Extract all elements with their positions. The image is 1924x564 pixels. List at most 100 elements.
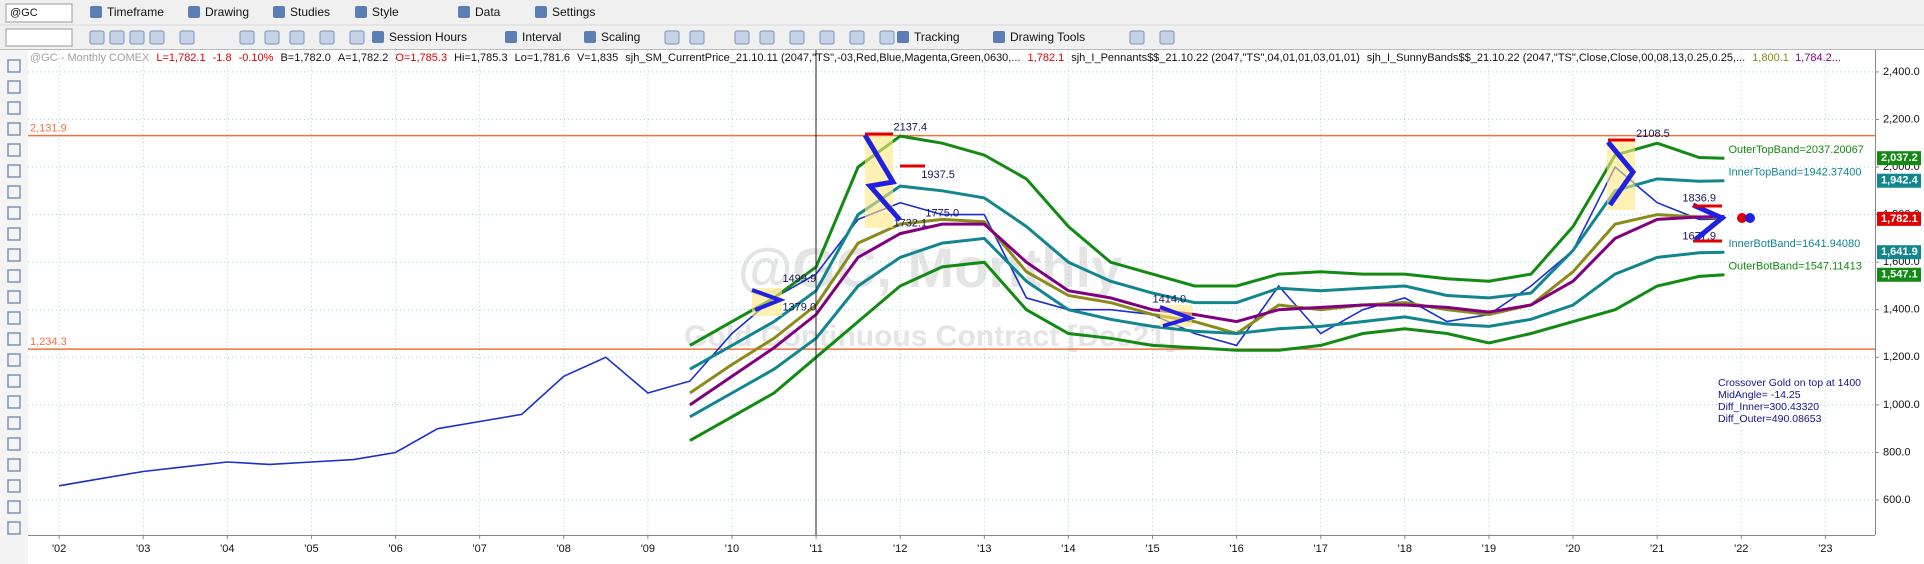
- series-line: [58, 165, 1725, 487]
- toolbar-button[interactable]: Tracking: [914, 30, 960, 44]
- status-item: O=1,785.3: [395, 52, 447, 64]
- price-flag-label: 1,547.1: [1881, 269, 1918, 281]
- status-item: sjh_I_Pennants$$_21.10.22 (2047,"TS",04,…: [1071, 52, 1360, 64]
- toolbar-icon: [355, 6, 367, 18]
- tool-icon[interactable]: [7, 290, 21, 304]
- note: Crossover Gold on top at 1400: [1718, 377, 1861, 389]
- input-box[interactable]: [5, 28, 73, 47]
- toolbar-icon[interactable]: [664, 30, 680, 45]
- status-item: -1.8: [213, 52, 232, 64]
- price-flag-label: 1,641.9: [1881, 246, 1918, 258]
- tool-icon[interactable]: [7, 374, 21, 388]
- tool-icon[interactable]: [7, 227, 21, 241]
- annotation: 1775.0: [925, 207, 959, 219]
- toolbar-icon[interactable]: [819, 30, 835, 45]
- band-label: InnerTopBand=1942.37400: [1728, 167, 1861, 179]
- toolbar-icon[interactable]: [109, 30, 125, 45]
- tool-icon[interactable]: [7, 353, 21, 367]
- tool-icon[interactable]: [7, 269, 21, 283]
- symbol[interactable]: @GC: [10, 7, 38, 19]
- note: Diff_Outer=490.08653: [1718, 413, 1822, 425]
- tool-icon[interactable]: [7, 80, 21, 94]
- x-tick-label: '11: [809, 543, 823, 555]
- pennant-zigzag: [1606, 140, 1637, 207]
- toolbar-icon[interactable]: [759, 30, 775, 45]
- annotation: 1937.5: [921, 169, 955, 181]
- tool-icon[interactable]: [7, 437, 21, 451]
- toolbar-icon: [535, 6, 547, 18]
- toolbar-icon[interactable]: [879, 30, 895, 45]
- price-flag: [1877, 211, 1921, 226]
- tool-icon[interactable]: [7, 479, 21, 493]
- tool-icon[interactable]: [7, 458, 21, 472]
- menu-button[interactable]: Data: [475, 5, 501, 19]
- status-item: Lo=1,781.6: [515, 52, 570, 64]
- tool-icon[interactable]: [7, 164, 21, 178]
- toolbar-icon[interactable]: [179, 30, 195, 45]
- toolbar-icon[interactable]: [849, 30, 865, 45]
- toolbar-icon: [458, 6, 470, 18]
- x-tick-label: '16: [1229, 543, 1243, 555]
- toolbar-button[interactable]: Session Hours: [389, 30, 467, 44]
- tool-icon[interactable]: [7, 500, 21, 514]
- toolbar-icon[interactable]: [734, 30, 750, 45]
- x-tick-label: '18: [1398, 543, 1412, 555]
- annotation: 1379.0: [782, 302, 816, 314]
- x-tick-label: '08: [557, 543, 571, 555]
- toolbar-icon[interactable]: [289, 30, 305, 45]
- toolbar-button[interactable]: Interval: [522, 30, 561, 44]
- toolbar-icon[interactable]: [1129, 30, 1145, 45]
- status-line: @GC - Monthly COMEX L=1,782.1 -1.8 -0.10% B=…: [30, 52, 1841, 64]
- pennant-zigzag: [862, 133, 902, 222]
- tool-icon[interactable]: [7, 59, 21, 73]
- tool-icon[interactable]: [7, 311, 21, 325]
- tool-icon[interactable]: [7, 395, 21, 409]
- x-tick-label: '05: [304, 543, 318, 555]
- toolbar-icon: [372, 31, 384, 43]
- tool-icon[interactable]: [7, 101, 21, 115]
- pennant-shapes: [751, 132, 1755, 328]
- x-tick-label: '04: [220, 543, 234, 555]
- tool-icon[interactable]: [7, 122, 21, 136]
- status-item: -0.10%: [239, 52, 274, 64]
- band-label: OuterBotBand=1547.11413: [1728, 261, 1861, 273]
- toolbar-icon[interactable]: [129, 30, 145, 45]
- toolbar-icon[interactable]: [689, 30, 705, 45]
- toolbar-button[interactable]: Scaling: [601, 30, 640, 44]
- menu-button[interactable]: Drawing: [205, 5, 249, 19]
- series-line: [689, 213, 1725, 395]
- toolbar-icon[interactable]: [89, 30, 105, 45]
- symbol-box[interactable]: [5, 3, 73, 23]
- toolbar-icon[interactable]: [149, 30, 165, 45]
- menu-button[interactable]: Style: [372, 5, 399, 19]
- y-tick-label: 600.0: [1883, 494, 1911, 506]
- toolbar-icon: [897, 31, 909, 43]
- tool-icon[interactable]: [7, 185, 21, 199]
- toolbar-icon: [505, 31, 517, 43]
- tool-icon[interactable]: [7, 521, 21, 535]
- toolbar-button[interactable]: Drawing Tools: [1010, 30, 1085, 44]
- menu-button[interactable]: Settings: [552, 5, 595, 19]
- annotation: 1499.9: [782, 273, 816, 285]
- pennant-zigzag: [751, 288, 786, 312]
- menu-button[interactable]: Timeframe: [107, 5, 164, 19]
- tool-icon[interactable]: [7, 416, 21, 430]
- toolbar-icon[interactable]: [264, 30, 280, 45]
- series-line: [689, 236, 1725, 419]
- tool-icon[interactable]: [7, 206, 21, 220]
- status-item: @GC - Monthly COMEX: [30, 52, 150, 64]
- toolbar-icon[interactable]: [349, 30, 365, 45]
- status-item: 1,784.2...: [1795, 52, 1841, 64]
- note: MidAngle= -14.25: [1718, 389, 1801, 401]
- toolbar-icon[interactable]: [1159, 30, 1175, 45]
- left-toolbar: [0, 50, 28, 564]
- menu-button[interactable]: Studies: [290, 5, 330, 19]
- tool-icon[interactable]: [7, 248, 21, 262]
- toolbar-icon[interactable]: [319, 30, 335, 45]
- toolbar-icon[interactable]: [789, 30, 805, 45]
- status-item: 1,782.1: [1028, 52, 1065, 64]
- tool-icon[interactable]: [7, 332, 21, 346]
- toolbar-icon[interactable]: [239, 30, 255, 45]
- status-item: Hi=1,785.3: [454, 52, 508, 64]
- tool-icon[interactable]: [7, 143, 21, 157]
